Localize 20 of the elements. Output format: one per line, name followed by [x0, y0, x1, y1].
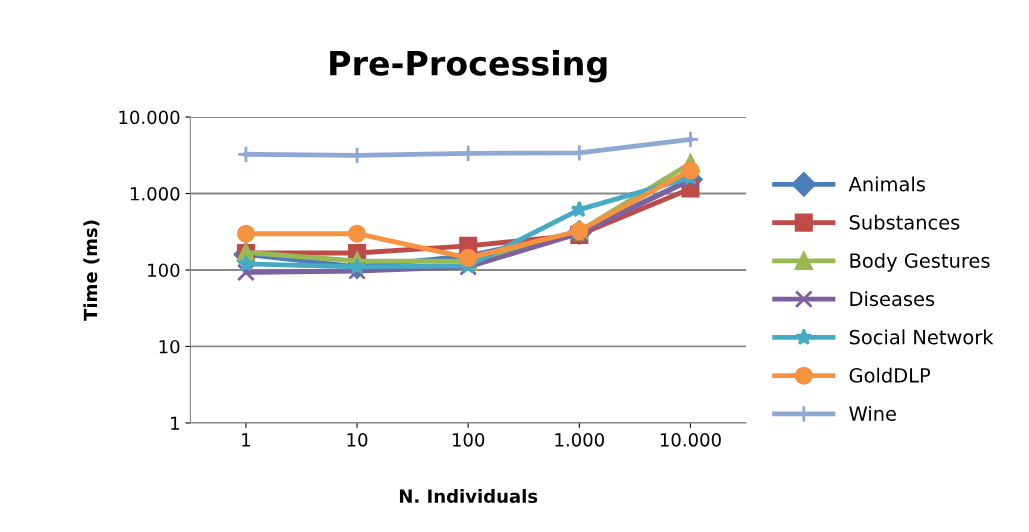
- x-tick-label: 1.000: [555, 432, 604, 447]
- x-tick-label: 10.000: [660, 432, 721, 447]
- legend-label: Wine: [849, 405, 896, 422]
- y-axis-title: Time (ms): [83, 220, 100, 321]
- x-tick-label: 100: [452, 432, 485, 447]
- legend-label: Diseases: [850, 291, 935, 307]
- y-tick-label: 10: [159, 339, 180, 354]
- chart-title: Pre-Processing: [330, 50, 607, 83]
- legend-label: Body Gestures: [850, 252, 990, 272]
- legend-label: GoldDLP: [849, 367, 931, 383]
- legend-label: Substances: [849, 214, 960, 230]
- legend-label: Social Network: [849, 329, 994, 345]
- legend-label: Animals: [848, 176, 925, 192]
- y-tick-label: 10.000: [119, 110, 180, 125]
- y-tick-label: 1.000: [130, 186, 180, 201]
- x-tick-label: 10: [347, 432, 368, 447]
- x-axis-title: N. Individuals: [399, 489, 538, 503]
- y-tick-label: 1: [171, 416, 179, 430]
- x-tick-label: 1: [242, 433, 251, 447]
- y-tick-label: 100: [148, 263, 180, 278]
